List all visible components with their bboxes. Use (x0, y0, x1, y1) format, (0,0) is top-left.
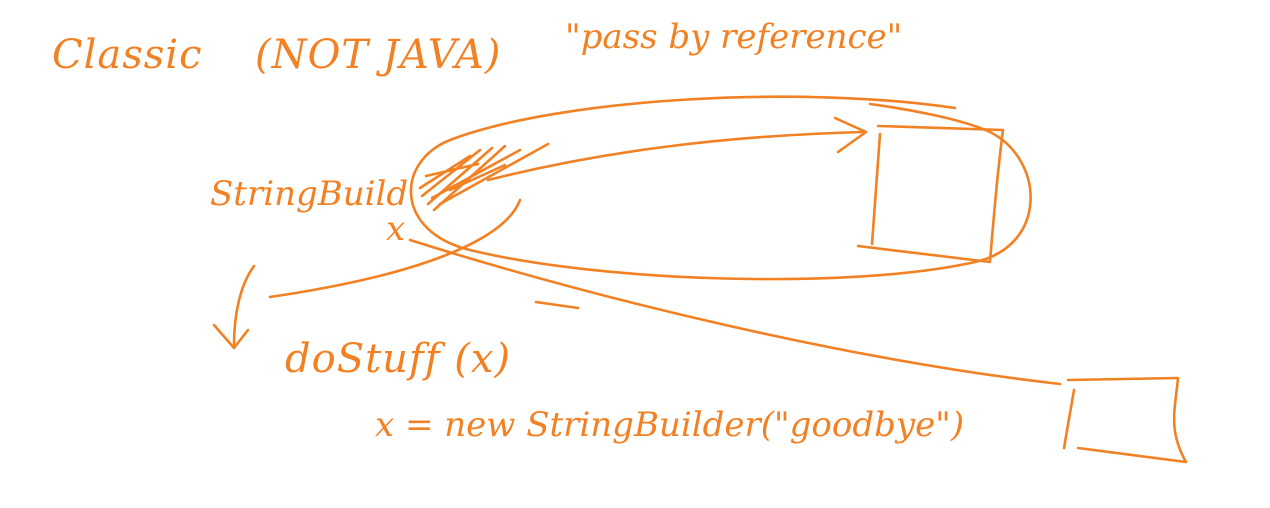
code-assignment-line: x = new StringBuilder("goodbye") (375, 405, 964, 445)
title-not-java: (NOT JAVA) (255, 32, 501, 78)
title-classic: Classic (52, 32, 203, 78)
call-flow-arrowhead (212, 323, 250, 350)
variable-type-label: StringBuild (210, 174, 408, 214)
highlight-ellipse (409, 95, 1032, 281)
new-object-box (1062, 376, 1188, 464)
call-flow-down-arrow (232, 264, 256, 347)
call-flow-curve (268, 198, 522, 299)
reassign-line (408, 238, 1062, 386)
parameter-overline (534, 300, 580, 310)
reference-cell-scribble (418, 142, 550, 212)
code-call-line: doStuff (x) (285, 336, 511, 382)
title-pass-by-reference: "pass by reference" (565, 17, 902, 57)
original-object-box (856, 124, 1005, 264)
pointer-arrow-to-object (486, 130, 864, 182)
variable-name-label: x (386, 209, 405, 249)
pointer-arrowhead (833, 116, 868, 154)
